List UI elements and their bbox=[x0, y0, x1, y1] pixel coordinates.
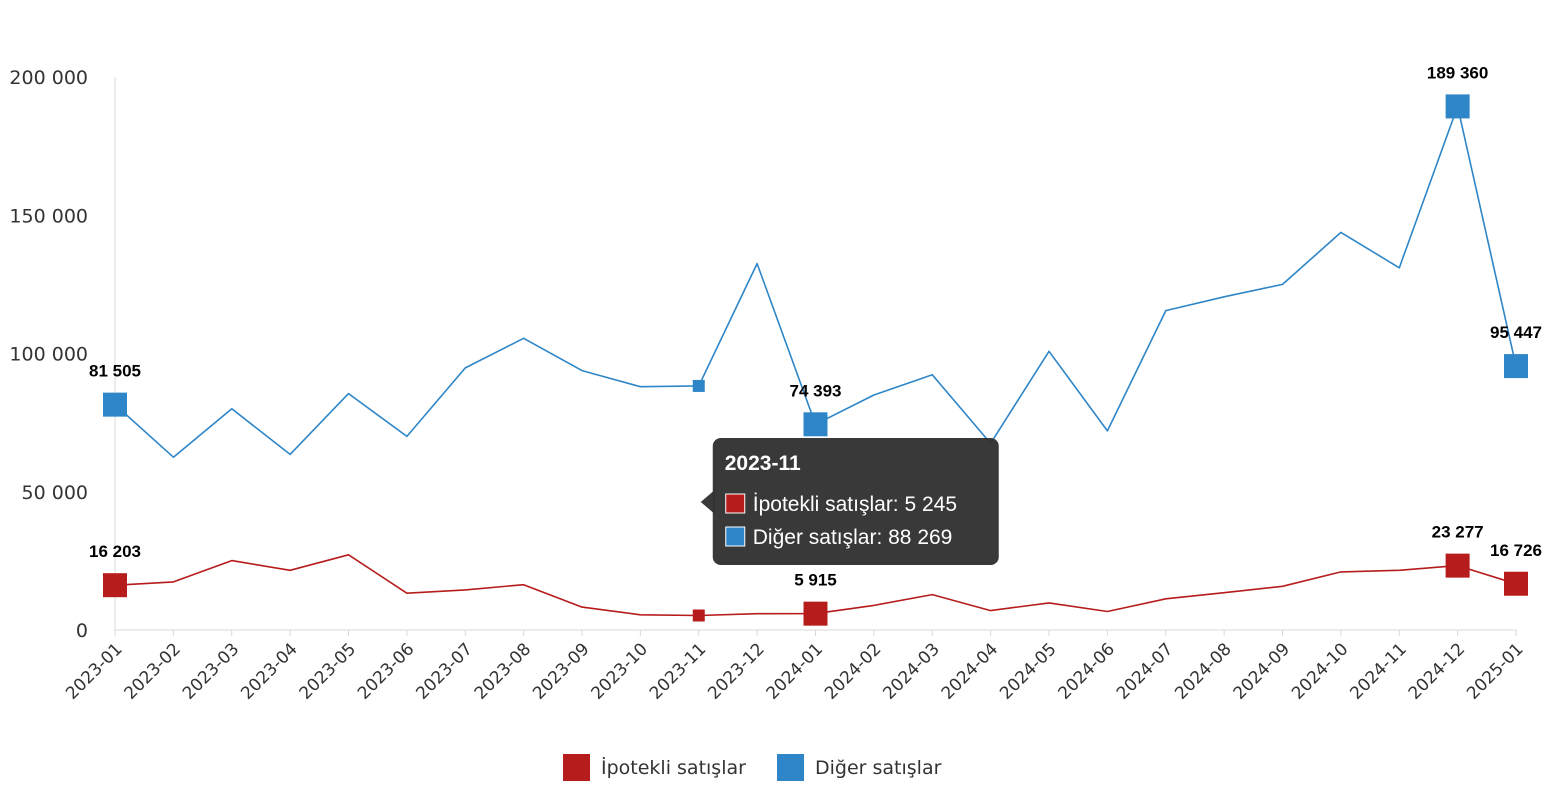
data-label: 16 726 bbox=[1490, 541, 1542, 560]
legend-swatch-ipotekli[interactable] bbox=[563, 754, 590, 781]
x-tick-label: 2023-09 bbox=[529, 639, 593, 703]
ipotekli-marker[interactable] bbox=[1445, 553, 1470, 578]
data-label: 189 360 bbox=[1427, 63, 1488, 82]
diger-marker[interactable] bbox=[103, 392, 127, 417]
x-tick-label: 2025-01 bbox=[1463, 639, 1527, 703]
tooltip-row: İpotekli satışlar: 5 245 bbox=[753, 493, 957, 516]
x-tick-label: 2023-07 bbox=[412, 639, 476, 703]
diger-marker[interactable] bbox=[803, 412, 828, 437]
data-label: 16 203 bbox=[89, 542, 141, 561]
tooltip-box bbox=[712, 438, 999, 565]
series-markers[interactable] bbox=[103, 94, 1528, 626]
x-tick-label: 2024-11 bbox=[1346, 639, 1410, 703]
tooltip-row: Diğer satışlar: 88 269 bbox=[753, 526, 953, 549]
data-labels: 81 505 74 393 189 360 95 447 16 203 5 915 23 2… bbox=[89, 63, 1542, 589]
data-label: 5 915 bbox=[794, 571, 837, 590]
y-tick-label: 0 bbox=[76, 620, 88, 642]
x-axis-ticks: 2023-012023-022023-032023-042023-052023-… bbox=[62, 630, 1528, 704]
x-tick-label: 2023-05 bbox=[296, 639, 360, 703]
x-tick-label: 2023-11 bbox=[646, 639, 710, 703]
x-tick-label: 2023-03 bbox=[179, 639, 243, 703]
x-tick-label: 2023-02 bbox=[121, 639, 185, 703]
x-tick-label: 2024-03 bbox=[879, 639, 943, 703]
x-tick-label: 2024-01 bbox=[763, 639, 827, 703]
legend[interactable]: İpotekli satışlar Diğer satışlar bbox=[563, 754, 942, 781]
ipotekli-marker[interactable] bbox=[803, 601, 828, 626]
tooltip-swatch bbox=[725, 493, 746, 514]
diger-hover-marker[interactable] bbox=[692, 379, 705, 392]
x-tick-label: 2024-07 bbox=[1113, 639, 1177, 703]
x-tick-label: 2024-02 bbox=[821, 639, 885, 703]
x-tick-label: 2023-04 bbox=[237, 639, 301, 703]
x-tick-label: 2024-06 bbox=[1055, 639, 1119, 703]
tooltip-swatch bbox=[725, 526, 746, 547]
diger-marker[interactable] bbox=[1445, 94, 1470, 119]
tooltip-title: 2023-11 bbox=[725, 452, 801, 475]
x-tick-label: 2024-08 bbox=[1171, 639, 1235, 703]
x-tick-label: 2024-05 bbox=[996, 639, 1060, 703]
x-tick-label: 2024-10 bbox=[1288, 639, 1352, 703]
x-tick-label: 2023-08 bbox=[471, 639, 535, 703]
x-tick-label: 2023-06 bbox=[354, 639, 418, 703]
ipotekli-marker[interactable] bbox=[103, 573, 127, 598]
diger-marker[interactable] bbox=[1504, 354, 1528, 379]
data-label: 95 447 bbox=[1490, 323, 1542, 342]
diger-line bbox=[114, 105, 1517, 459]
data-label: 81 505 bbox=[89, 362, 141, 381]
tooltip-caret bbox=[700, 490, 715, 514]
y-tick-label: 200 000 bbox=[9, 67, 88, 89]
data-label: 74 393 bbox=[790, 381, 842, 400]
x-tick-label: 2023-12 bbox=[704, 639, 768, 703]
y-tick-label: 50 000 bbox=[22, 482, 88, 504]
y-tick-label: 150 000 bbox=[9, 205, 88, 227]
legend-label-diger[interactable]: Diğer satışlar bbox=[815, 757, 942, 779]
legend-swatch-diger[interactable] bbox=[777, 754, 804, 781]
y-tick-label: 100 000 bbox=[9, 344, 88, 366]
tooltip: 2023-11 İpotekli satışlar: 5 245 Diğer sat… bbox=[700, 438, 999, 565]
y-axis-ticks: 0 50 000 100 000 150 000 200 000 bbox=[9, 67, 88, 642]
x-tick-label: 2024-09 bbox=[1230, 639, 1294, 703]
x-tick-label: 2024-04 bbox=[938, 639, 1002, 703]
data-label: 23 277 bbox=[1432, 523, 1484, 542]
ipotekli-marker[interactable] bbox=[1504, 571, 1528, 596]
x-tick-label: 2023-01 bbox=[62, 639, 126, 703]
x-tick-label: 2023-10 bbox=[588, 639, 652, 703]
x-tick-label: 2024-12 bbox=[1405, 639, 1469, 703]
legend-label-ipotekli[interactable]: İpotekli satışlar bbox=[601, 756, 746, 779]
ipotekli-hover-marker[interactable] bbox=[692, 609, 705, 622]
